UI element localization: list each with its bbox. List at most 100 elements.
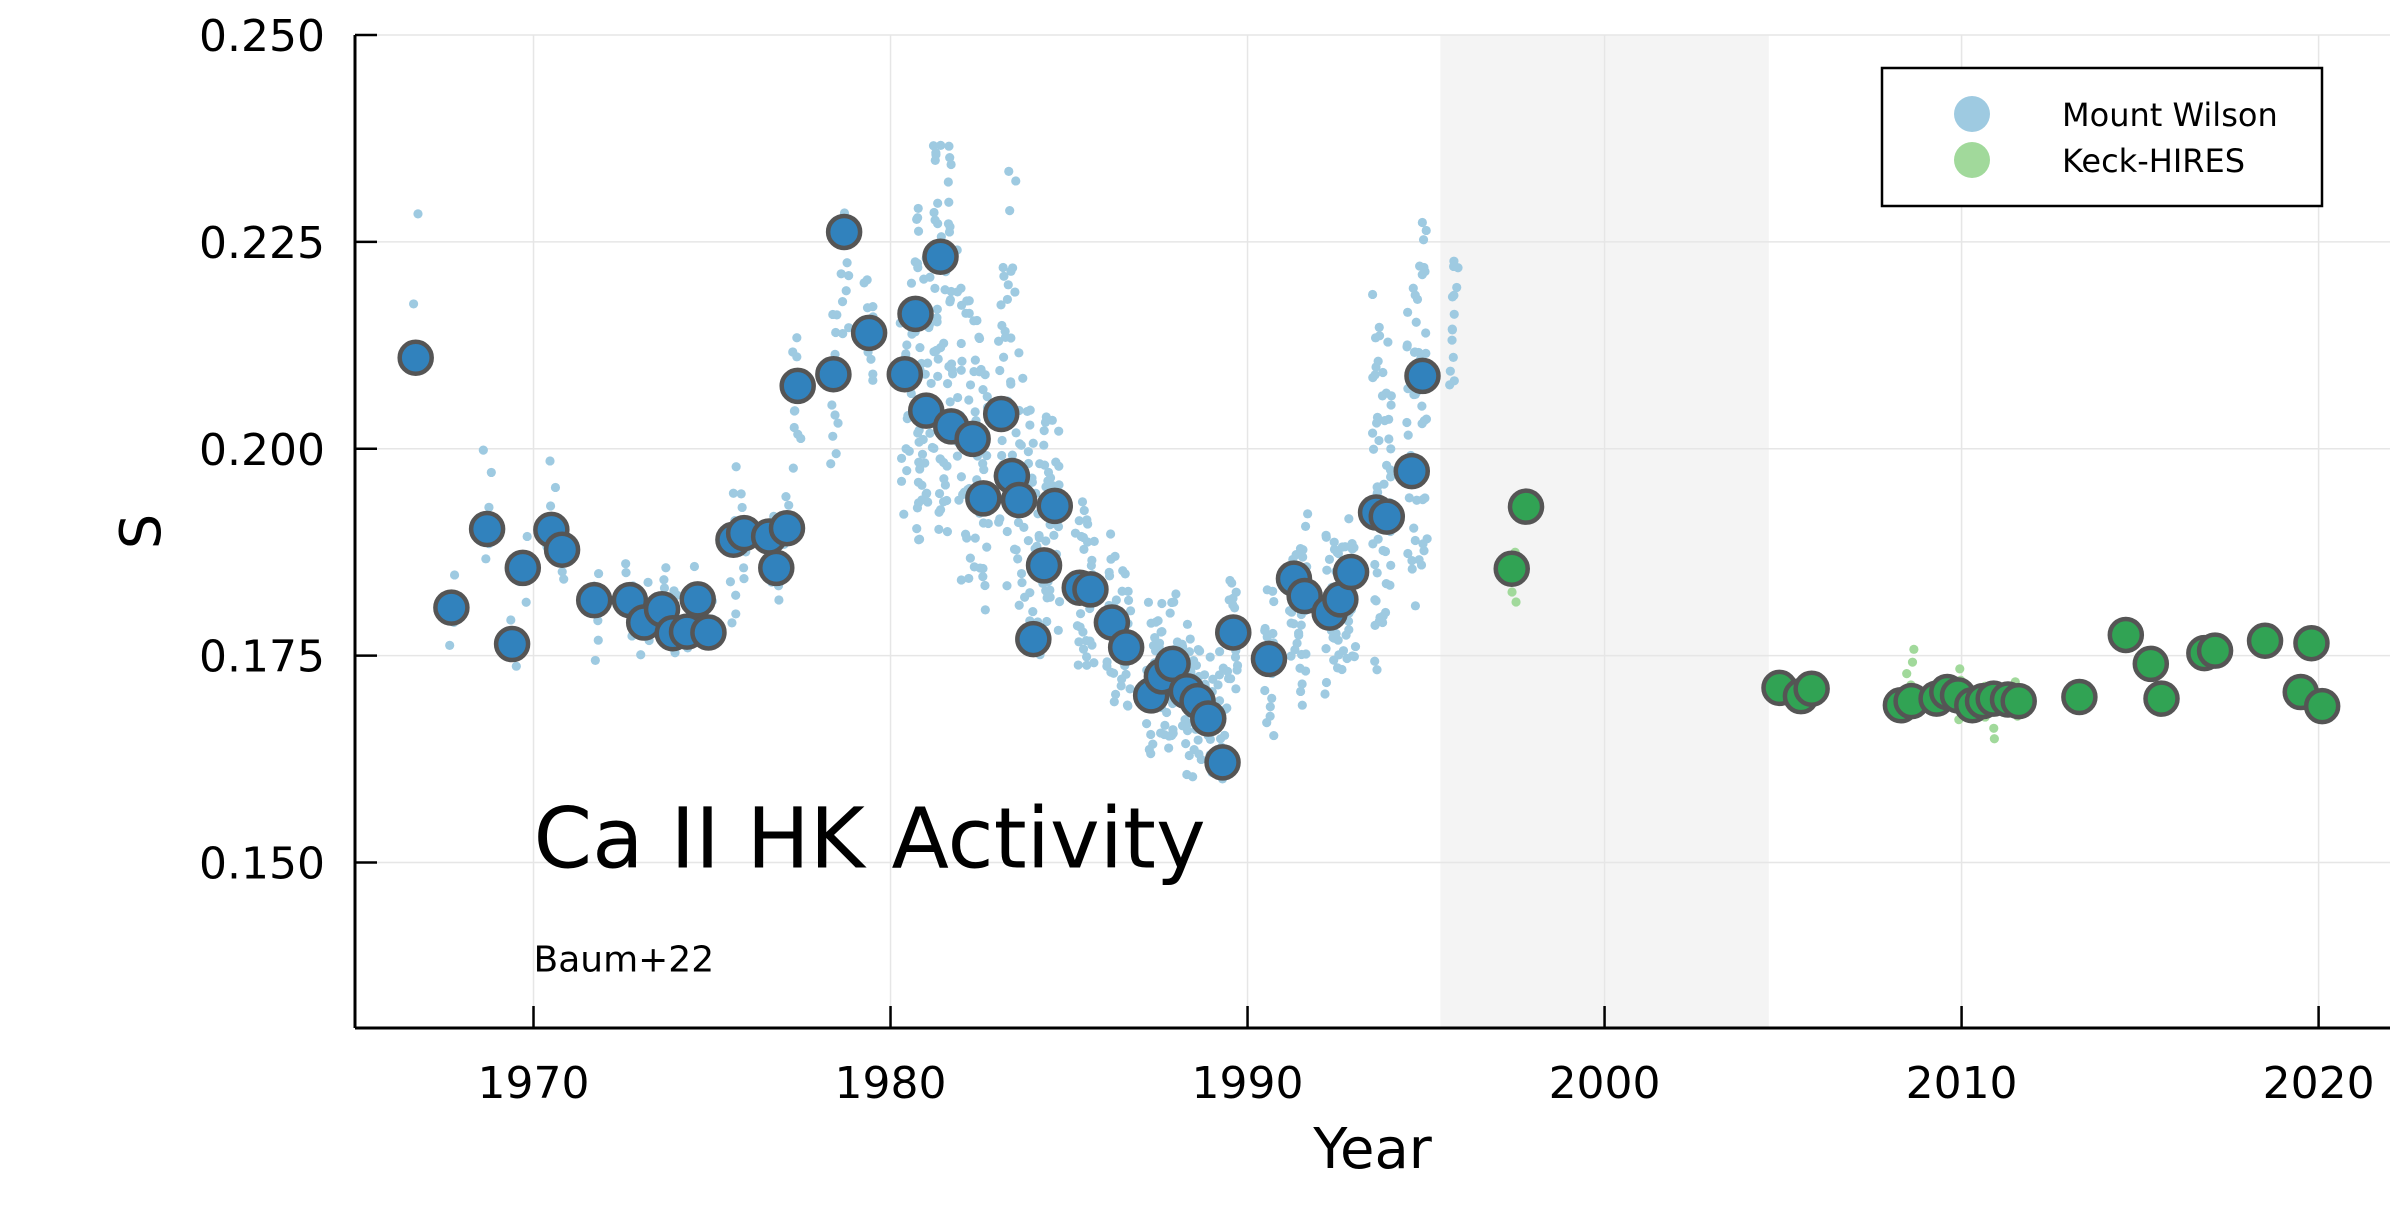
- raw-point-mount-wilson: [1410, 535, 1420, 546]
- raw-point-mount-wilson: [831, 449, 841, 459]
- raw-point-mount-wilson: [965, 553, 975, 563]
- raw-point-mount-wilson: [1079, 505, 1089, 516]
- raw-point-mount-wilson: [859, 278, 869, 288]
- raw-point-mount-wilson: [1421, 328, 1431, 338]
- raw-point-mount-wilson: [1269, 596, 1279, 607]
- binned-point-mount-wilson: [1215, 614, 1252, 651]
- raw-point-mount-wilson: [1404, 493, 1414, 503]
- raw-point-mount-wilson: [1402, 340, 1412, 350]
- raw-point-mount-wilson: [792, 333, 802, 343]
- raw-point-mount-wilson: [1447, 325, 1457, 335]
- binned-point-keck-hires: [2000, 682, 2037, 720]
- raw-point-mount-wilson: [1028, 438, 1038, 448]
- raw-point-mount-wilson: [659, 583, 670, 593]
- raw-point-mount-wilson: [1303, 509, 1313, 519]
- raw-point-mount-wilson: [1231, 587, 1241, 597]
- raw-point-mount-wilson: [1025, 588, 1035, 598]
- binned-point-mount-wilson: [922, 238, 959, 276]
- raw-point-mount-wilson: [978, 572, 988, 582]
- raw-point-mount-wilson: [1413, 347, 1424, 358]
- raw-point-mount-wilson: [1014, 348, 1024, 358]
- raw-point-mount-wilson: [912, 524, 922, 534]
- raw-point-mount-wilson: [661, 563, 671, 573]
- raw-point-mount-wilson: [1089, 658, 1099, 668]
- raw-point-mount-wilson: [1075, 622, 1085, 632]
- raw-point-mount-wilson: [1045, 473, 1056, 483]
- raw-point-mount-wilson: [1297, 700, 1307, 710]
- raw-point-keck-hires: [1989, 734, 1999, 744]
- legend-label: Mount Wilson: [2062, 96, 2278, 134]
- raw-point-mount-wilson: [826, 459, 836, 469]
- binned-point-keck-hires: [2293, 624, 2330, 662]
- raw-point-mount-wilson: [1054, 426, 1064, 436]
- raw-point-mount-wilson: [912, 258, 923, 269]
- raw-point-mount-wilson: [1295, 686, 1306, 697]
- raw-point-mount-wilson: [956, 472, 966, 482]
- raw-point-mount-wilson: [1301, 666, 1311, 676]
- binned-point-mount-wilson: [1332, 553, 1370, 591]
- raw-point-mount-wilson: [970, 407, 980, 417]
- raw-point-mount-wilson: [1165, 608, 1175, 618]
- raw-point-mount-wilson: [1104, 571, 1115, 581]
- raw-point-mount-wilson: [913, 203, 923, 214]
- raw-point-mount-wilson: [1379, 479, 1389, 489]
- raw-point-mount-wilson: [931, 150, 941, 160]
- raw-point-mount-wilson: [930, 283, 940, 293]
- raw-point-mount-wilson: [1079, 544, 1089, 555]
- raw-point-mount-wilson: [946, 159, 956, 170]
- raw-point-mount-wilson: [1074, 516, 1084, 526]
- raw-point-mount-wilson: [1157, 626, 1167, 637]
- binned-point-mount-wilson: [1368, 498, 1406, 535]
- raw-point-mount-wilson: [827, 400, 837, 410]
- raw-point-mount-wilson: [1011, 545, 1021, 555]
- raw-point-mount-wilson: [545, 456, 555, 466]
- binned-point-mount-wilson: [1072, 571, 1109, 608]
- raw-point-mount-wilson: [1023, 536, 1033, 546]
- binned-point-mount-wilson: [575, 581, 613, 619]
- raw-point-mount-wilson: [593, 635, 603, 645]
- raw-point-mount-wilson: [942, 461, 952, 471]
- raw-point-mount-wilson: [1452, 282, 1462, 293]
- raw-point-mount-wilson: [1153, 616, 1163, 626]
- raw-point-mount-wilson: [933, 354, 943, 364]
- x-tick-label: 2020: [2263, 1058, 2375, 1109]
- raw-point-mount-wilson: [1340, 542, 1350, 552]
- raw-point-mount-wilson: [956, 365, 966, 375]
- raw-point-mount-wilson: [1286, 651, 1296, 661]
- raw-point-mount-wilson: [957, 356, 967, 366]
- raw-point-mount-wilson: [1372, 665, 1382, 675]
- raw-point-mount-wilson: [1296, 620, 1306, 630]
- raw-point-mount-wilson: [1171, 589, 1181, 599]
- raw-point-mount-wilson: [484, 502, 494, 512]
- raw-point-mount-wilson: [1386, 400, 1396, 410]
- raw-point-mount-wilson: [906, 278, 917, 288]
- raw-point-keck-hires: [1909, 644, 1919, 654]
- raw-point-mount-wilson: [982, 451, 992, 461]
- raw-point-mount-wilson: [1191, 660, 1202, 671]
- raw-point-mount-wilson: [481, 554, 491, 564]
- raw-point-mount-wilson: [844, 270, 854, 281]
- raw-point-mount-wilson: [923, 497, 933, 507]
- raw-point-mount-wilson: [974, 333, 985, 344]
- binned-point-mount-wilson: [1393, 452, 1431, 490]
- raw-point-mount-wilson: [1074, 637, 1084, 647]
- raw-point-mount-wilson: [831, 327, 841, 338]
- raw-point-mount-wilson: [506, 615, 516, 625]
- binned-point-mount-wilson: [825, 213, 863, 251]
- raw-point-mount-wilson: [1321, 530, 1331, 540]
- raw-point-mount-wilson: [841, 286, 851, 296]
- raw-point-mount-wilson: [408, 299, 419, 309]
- raw-point-mount-wilson: [978, 518, 989, 528]
- raw-point-mount-wilson: [932, 304, 942, 314]
- raw-point-mount-wilson: [1370, 333, 1381, 343]
- raw-point-mount-wilson: [1385, 472, 1396, 482]
- legend-marker: [1954, 96, 1990, 132]
- y-tick-label: 0.200: [199, 425, 325, 476]
- raw-point-mount-wilson: [1195, 646, 1205, 656]
- raw-point-mount-wilson: [1286, 618, 1296, 628]
- raw-point-mount-wilson: [1383, 337, 1393, 347]
- raw-point-mount-wilson: [920, 458, 930, 468]
- raw-point-mount-wilson: [896, 453, 907, 463]
- binned-point-mount-wilson: [679, 581, 716, 618]
- binned-point-keck-hires: [2196, 632, 2234, 669]
